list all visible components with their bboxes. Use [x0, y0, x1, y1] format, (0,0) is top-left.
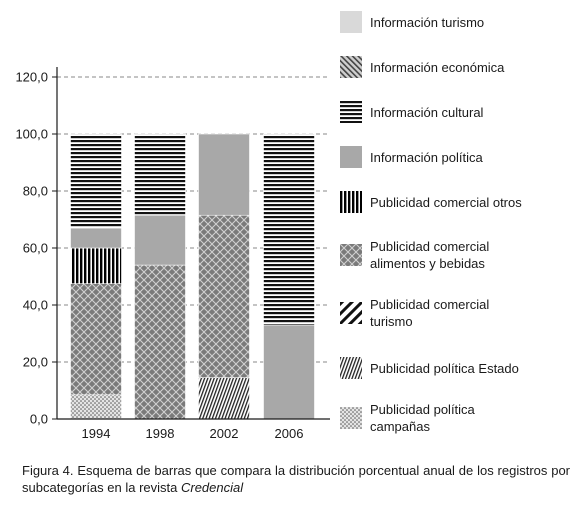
bar-segment [70, 394, 122, 420]
bar-segment [134, 133, 186, 216]
bar-segment [134, 214, 186, 266]
y-tick-label: 40,0 [23, 298, 48, 313]
legend-item: Publicidad política Estado [340, 357, 580, 379]
legend-item: Información cultural [340, 101, 580, 123]
bar-segment [198, 133, 250, 216]
legend-swatch [340, 191, 362, 213]
bar-segment [263, 324, 315, 420]
legend-label: Publicidad comercial otros [370, 194, 522, 210]
bar-segment [70, 133, 122, 229]
legend-item: Información económica [340, 56, 580, 78]
legend-swatch [340, 357, 362, 379]
legend-swatch [340, 302, 362, 324]
legend-swatch [340, 56, 362, 78]
legend-label: Publicidad política campañas [370, 402, 475, 434]
y-tick-label: 60,0 [23, 241, 48, 256]
legend-swatch [340, 407, 362, 429]
stacked-bar-chart: 0,0 20,0 40,0 60,0 80,0 100,0 120,0 1994 1998 200… [15, 67, 330, 441]
bar-segment [70, 283, 122, 396]
legend-item: Publicidad comercial alimentos y bebidas [340, 238, 580, 272]
y-tick-label: 20,0 [23, 355, 48, 370]
legend-label: Publicidad política Estado [370, 360, 519, 376]
legend-item: Publicidad comercial turismo [340, 296, 580, 330]
figure-caption: Figura 4. Esquema de barras que compara … [22, 462, 570, 496]
y-tick-label: 80,0 [23, 184, 48, 199]
bars [70, 133, 315, 420]
y-tick-label: 120,0 [15, 70, 48, 85]
legend-label: Publicidad comercial alimentos y bebidas [370, 239, 490, 271]
caption-text: Figura 4. Esquema de barras que compara … [22, 463, 570, 495]
legend-item: Publicidad comercial otros [340, 191, 580, 213]
legend-label: Información turismo [370, 14, 485, 30]
legend-swatch [340, 101, 362, 123]
x-tick-label: 2002 [210, 426, 239, 441]
legend: Información turismo Información económica… [340, 0, 580, 450]
x-tick-label: 1998 [146, 426, 175, 441]
legend-label: Información económica [370, 59, 505, 75]
legend-swatch [340, 146, 362, 168]
legend-label: Información cultural [370, 104, 484, 120]
legend-swatch [340, 11, 362, 33]
bar-segment [198, 377, 250, 420]
bar-segment [70, 227, 122, 249]
x-tick-label: 2006 [275, 426, 304, 441]
bar-segment [70, 247, 122, 284]
bar-segment [198, 214, 250, 378]
x-tick-label: 1994 [82, 426, 111, 441]
legend-item: Información turismo [340, 11, 580, 33]
legend-item: Publicidad política campañas [340, 401, 580, 435]
bar-segment [263, 133, 315, 326]
legend-swatch [340, 244, 362, 266]
axes: 0,0 20,0 40,0 60,0 80,0 100,0 120,0 1994 1998 200… [15, 67, 330, 441]
y-tick-label: 100,0 [15, 127, 48, 142]
caption-italic: Credencial [180, 480, 244, 495]
legend-label: Información política [370, 149, 483, 165]
legend-item: Información política [340, 146, 580, 168]
y-tick-label: 0,0 [30, 412, 48, 427]
legend-label: Publicidad comercial turismo [370, 297, 490, 329]
bar-segment [134, 264, 186, 420]
